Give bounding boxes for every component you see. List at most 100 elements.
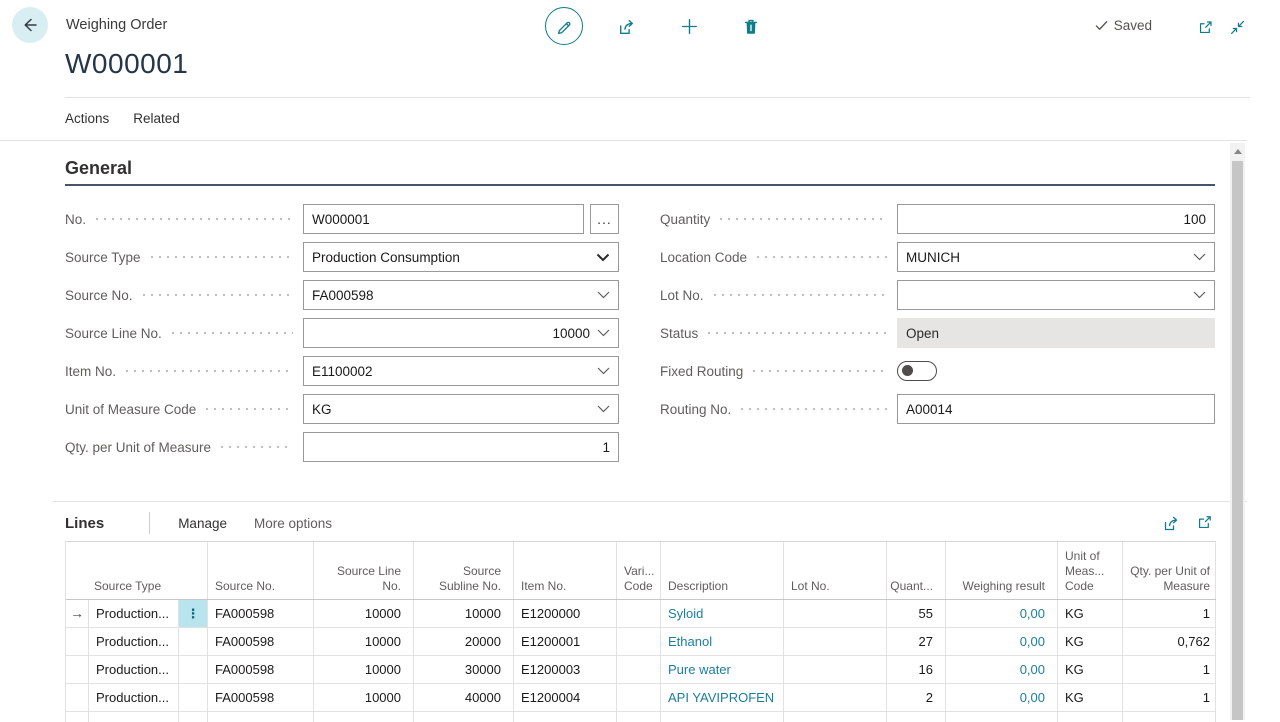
col-weighing-result[interactable]: Weighing result (946, 542, 1058, 599)
cell-description[interactable]: Pure water (661, 656, 784, 683)
cell-source-type[interactable]: Production... (89, 656, 179, 683)
cell-quantity[interactable]: 2 (887, 684, 946, 711)
cell-item-no[interactable]: E1200001 (514, 628, 617, 655)
item-no-input[interactable] (303, 356, 619, 386)
col-source-subline-no[interactable]: Source Subline No. (414, 542, 514, 599)
cell-weighing-result[interactable]: 0,00 (946, 600, 1058, 627)
section-title-lines[interactable]: Lines (65, 514, 105, 532)
cell-weighing-result[interactable]: 0,00 (946, 684, 1058, 711)
share-button[interactable] (615, 15, 637, 37)
cell-source-type[interactable]: Production... (89, 628, 179, 655)
col-quantity[interactable]: Quant... (887, 542, 946, 599)
cell-quantity[interactable]: 16 (887, 656, 946, 683)
cell-qty-per-uom[interactable]: 1 (1123, 656, 1216, 683)
scrollbar-thumb[interactable] (1232, 161, 1243, 720)
cell-variant-code[interactable] (617, 656, 661, 683)
lines-share-button[interactable] (1161, 513, 1181, 533)
delete-button[interactable] (740, 15, 762, 37)
table-row[interactable]: Production... FA000598 10000 30000 E1200… (66, 656, 1216, 684)
menu-related[interactable]: Related (133, 111, 180, 126)
cell-source-line-no[interactable]: 10000 (314, 656, 414, 683)
cell-qty-per-uom[interactable]: 1 (1123, 600, 1216, 627)
cell-uom-code[interactable]: KG (1058, 656, 1123, 683)
table-row[interactable]: Production... FA000598 10000 20000 E1200… (66, 628, 1216, 656)
cell-quantity[interactable]: 27 (887, 628, 946, 655)
cell-weighing-result[interactable]: 0,00 (946, 628, 1058, 655)
edit-button[interactable] (545, 7, 583, 45)
row-menu-button[interactable] (179, 628, 208, 655)
new-button[interactable] (678, 15, 700, 37)
lines-menu-more-options[interactable]: More options (253, 515, 333, 531)
col-source-line-no[interactable]: Source Line No. (314, 542, 414, 599)
row-menu-button[interactable]: ⋮ (179, 600, 208, 627)
cell-source-no[interactable]: FA000598 (208, 628, 314, 655)
cell-source-subline-no[interactable]: 40000 (414, 684, 514, 711)
cell-source-subline-no[interactable]: 30000 (414, 656, 514, 683)
cell-source-type[interactable]: Production... (89, 600, 179, 627)
cell-qty-per-uom[interactable]: 1 (1123, 684, 1216, 711)
routing-no-input[interactable] (897, 394, 1215, 424)
vertical-scrollbar[interactable] (1230, 143, 1245, 720)
back-button[interactable] (12, 7, 48, 43)
cell-source-no[interactable]: FA000598 (208, 600, 314, 627)
collapse-button[interactable] (1226, 16, 1248, 38)
uom-code-input[interactable] (303, 394, 619, 424)
section-title-general[interactable]: General (65, 158, 133, 178)
cell-qty-per-uom[interactable]: 0,762 (1123, 628, 1216, 655)
cell-weighing-result[interactable]: 0,00 (946, 656, 1058, 683)
cell-source-line-no[interactable]: 10000 (314, 684, 414, 711)
source-line-no-input[interactable] (303, 318, 619, 348)
open-in-new-window-button[interactable] (1194, 16, 1216, 38)
cell-variant-code[interactable] (617, 684, 661, 711)
fixed-routing-toggle[interactable] (897, 361, 937, 381)
cell-source-no[interactable]: FA000598 (208, 684, 314, 711)
lines-menu-manage[interactable]: Manage (178, 515, 227, 531)
no-input[interactable] (303, 204, 584, 234)
col-uom-code[interactable]: Unit of Meas... Code (1058, 542, 1123, 599)
cell-uom-code[interactable]: KG (1058, 628, 1123, 655)
cell-quantity[interactable]: 55 (887, 600, 946, 627)
cell-lot-no[interactable] (784, 600, 887, 627)
cell-lot-no[interactable] (784, 656, 887, 683)
table-row[interactable]: Production... FA000598 10000 40000 E1200… (66, 684, 1216, 712)
col-qty-per-uom[interactable]: Qty. per Unit of Measure (1123, 542, 1216, 599)
cell-item-no[interactable]: E1200000 (514, 600, 617, 627)
cell-source-line-no[interactable]: 10000 (314, 600, 414, 627)
cell-source-no[interactable]: FA000598 (208, 656, 314, 683)
lot-no-input[interactable] (897, 280, 1215, 310)
cell-uom-code[interactable]: KG (1058, 600, 1123, 627)
cell-source-subline-no[interactable]: 10000 (414, 600, 514, 627)
col-source-type[interactable]: Source Type (66, 542, 208, 599)
cell-variant-code[interactable] (617, 600, 661, 627)
menu-actions[interactable]: Actions (65, 111, 110, 126)
cell-source-type[interactable]: Production... (89, 684, 179, 711)
back-arrow-icon (24, 18, 37, 32)
cell-description[interactable]: Ethanol (661, 628, 784, 655)
source-type-select[interactable]: Production Consumption (303, 242, 619, 272)
source-no-input[interactable] (303, 280, 619, 310)
table-row[interactable]: → Production... ⋮ FA000598 10000 10000 E… (66, 600, 1216, 628)
cell-item-no[interactable]: E1200003 (514, 656, 617, 683)
cell-description[interactable]: API YAVIPROFEN (661, 684, 784, 711)
scrollbar-up-button[interactable] (1230, 143, 1245, 159)
cell-source-subline-no[interactable]: 20000 (414, 628, 514, 655)
lines-expand-button[interactable] (1195, 513, 1215, 533)
col-source-no[interactable]: Source No. (208, 542, 314, 599)
qty-per-uom-input[interactable] (303, 432, 619, 462)
col-variant-code[interactable]: Vari... Code (617, 542, 661, 599)
quantity-input[interactable] (897, 204, 1215, 234)
location-code-input[interactable] (897, 242, 1215, 272)
cell-uom-code[interactable]: KG (1058, 684, 1123, 711)
cell-description[interactable]: Syloid (661, 600, 784, 627)
col-lot-no[interactable]: Lot No. (784, 542, 887, 599)
cell-variant-code[interactable] (617, 628, 661, 655)
col-item-no[interactable]: Item No. (514, 542, 617, 599)
row-menu-button[interactable] (179, 684, 208, 711)
cell-lot-no[interactable] (784, 684, 887, 711)
col-description[interactable]: Description (661, 542, 784, 599)
cell-item-no[interactable]: E1200004 (514, 684, 617, 711)
row-menu-button[interactable] (179, 656, 208, 683)
cell-source-line-no[interactable]: 10000 (314, 628, 414, 655)
no-assist-button[interactable]: ... (590, 204, 619, 234)
cell-lot-no[interactable] (784, 628, 887, 655)
